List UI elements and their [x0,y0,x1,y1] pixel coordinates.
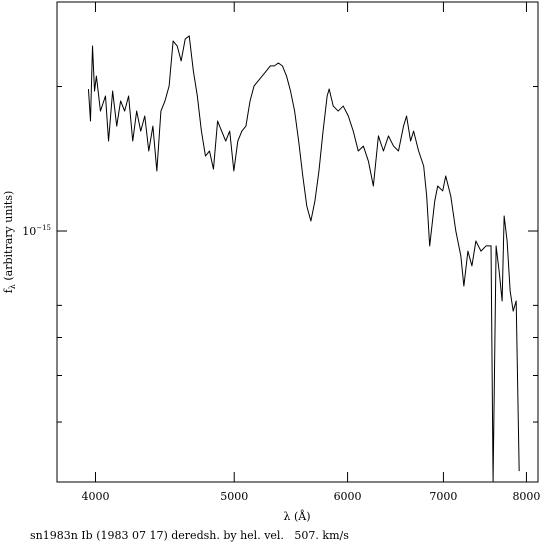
y-tick-label-base: 10 [22,225,36,238]
x-tick-label: 4000 [81,490,109,503]
y-axis-label-main: f [2,288,15,293]
y-tick-label: 10−15 [22,224,51,238]
x-tick-label: 6000 [334,490,362,503]
x-tick-label: 8000 [512,490,540,503]
y-tick-label-exponent: −15 [36,224,51,232]
caption: sn1983n Ib (1983 07 17) deredsh. by hel.… [30,529,349,542]
x-tick-label: 5000 [220,490,248,503]
y-axis-label-sub: λ [8,284,17,289]
plot-frame [56,1,539,483]
x-axis-label: λ (Å) [284,509,311,523]
y-axis-label: fλ (arbitrary units) [2,191,17,294]
y-axis-label-rest: (arbitrary units) [2,191,15,284]
spectrum-line [87,35,520,482]
x-tick-label: 7000 [429,490,457,503]
